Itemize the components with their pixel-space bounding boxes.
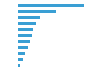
Bar: [18, 16, 40, 19]
Bar: [18, 46, 28, 49]
Bar: [18, 22, 36, 25]
Bar: [18, 40, 30, 43]
Bar: [18, 52, 25, 55]
Bar: [18, 10, 56, 13]
Bar: [18, 28, 33, 31]
Bar: [18, 4, 84, 7]
Bar: [18, 64, 20, 67]
Bar: [18, 58, 23, 61]
Bar: [18, 34, 32, 37]
